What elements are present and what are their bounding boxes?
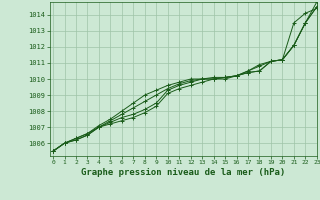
X-axis label: Graphe pression niveau de la mer (hPa): Graphe pression niveau de la mer (hPa) — [81, 168, 285, 177]
